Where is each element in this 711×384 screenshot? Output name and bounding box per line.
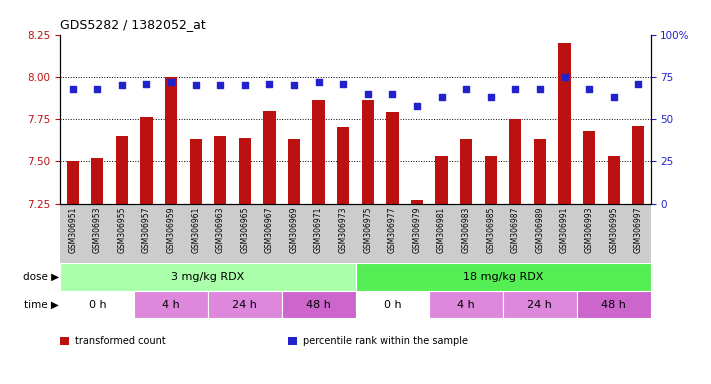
Point [190,82,201,88]
Point [92,86,103,92]
Bar [67,161,79,204]
Text: 18 mg/kg RDX: 18 mg/kg RDX [463,272,543,282]
Point [436,94,447,100]
Text: 4 h: 4 h [457,300,475,310]
Text: 4 h: 4 h [162,300,180,310]
Bar [356,291,429,318]
Bar [140,118,153,204]
Bar [263,111,276,204]
Point [584,86,595,92]
Point [633,81,644,87]
Text: transformed count: transformed count [75,336,166,346]
Point [166,79,177,85]
Bar [288,139,300,204]
Bar [208,291,282,318]
Bar [190,139,202,204]
Bar [362,101,374,204]
Bar [558,43,571,204]
Point [559,74,570,80]
Bar [503,291,577,318]
Text: time ▶: time ▶ [24,300,59,310]
Text: 3 mg/kg RDX: 3 mg/kg RDX [171,272,245,282]
Point [485,94,496,100]
Bar [356,263,651,291]
Bar [116,136,128,204]
Point [387,91,398,97]
Bar [509,119,521,204]
Text: 24 h: 24 h [528,300,552,310]
Text: percentile rank within the sample: percentile rank within the sample [303,336,468,346]
Point [67,86,78,92]
Bar [386,112,399,204]
Bar [577,291,651,318]
Bar [312,101,325,204]
Point [215,82,226,88]
Bar [91,158,104,204]
Point [116,82,127,88]
Text: 48 h: 48 h [602,300,626,310]
Bar [60,291,134,318]
Bar [583,131,595,204]
Point [239,82,250,88]
Bar [435,156,448,204]
Bar [134,291,208,318]
Bar [239,137,251,204]
Text: GDS5282 / 1382052_at: GDS5282 / 1382052_at [60,18,206,31]
Point [338,81,349,87]
Text: dose ▶: dose ▶ [23,272,59,282]
Bar [282,291,356,318]
Bar [607,156,620,204]
Bar [411,200,423,204]
Bar [60,263,356,291]
Bar [485,156,497,204]
Bar [460,139,472,204]
Point [510,86,521,92]
Bar [165,77,177,204]
Point [411,103,422,109]
Text: 0 h: 0 h [88,300,106,310]
Point [289,82,300,88]
Text: 0 h: 0 h [383,300,401,310]
Point [608,94,619,100]
Point [264,81,275,87]
Bar [337,127,349,204]
Point [461,86,472,92]
Point [362,91,373,97]
Bar [534,139,546,204]
Point [534,86,545,92]
Point [141,81,152,87]
Bar [632,126,644,204]
Point [313,79,324,85]
Bar [429,291,503,318]
Text: 48 h: 48 h [306,300,331,310]
Bar [214,136,226,204]
Text: 24 h: 24 h [232,300,257,310]
